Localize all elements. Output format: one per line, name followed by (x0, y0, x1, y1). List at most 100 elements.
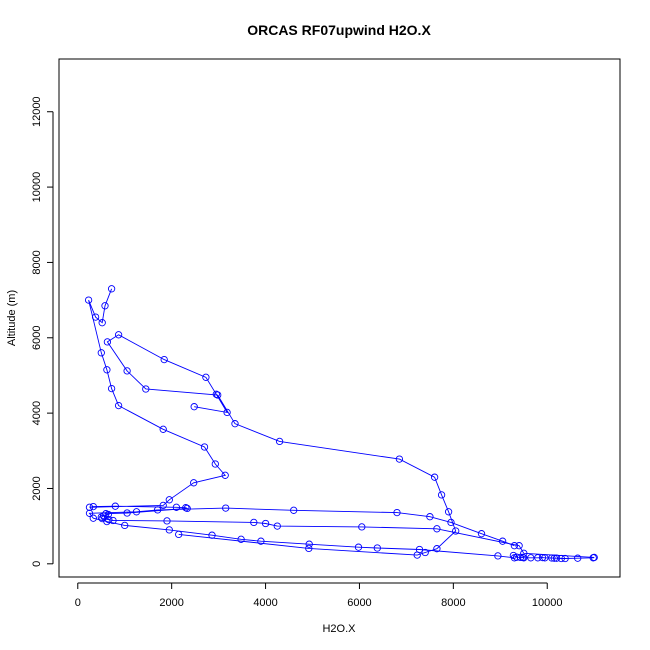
data-point (552, 554, 561, 562)
data-point (103, 366, 111, 374)
data-point (510, 554, 519, 562)
data-point (223, 408, 231, 417)
data-point (548, 554, 556, 562)
data-point (231, 420, 239, 428)
data-point (395, 455, 404, 463)
data-point (183, 504, 191, 513)
data-point (222, 504, 230, 512)
data-point (172, 503, 181, 511)
data-point (91, 313, 100, 321)
data-point (221, 471, 229, 479)
data-point (104, 510, 112, 519)
data-point (132, 508, 141, 516)
y-tick-label: 4000 (31, 401, 43, 425)
data-point (494, 552, 502, 560)
data-point (200, 443, 209, 451)
data-point (208, 531, 216, 539)
y-tick-label: 6000 (31, 326, 43, 350)
x-axis: 0 2000 4000 6000 8000 10000 (75, 582, 563, 609)
data-point (250, 518, 258, 527)
data-point (305, 540, 313, 548)
data-point (123, 509, 131, 517)
data-point (89, 514, 97, 522)
data-point (165, 526, 173, 534)
data-point (415, 545, 424, 554)
x-tick-label: 0 (75, 597, 81, 609)
data-point (84, 296, 93, 304)
data-point (275, 437, 284, 446)
data-point (237, 535, 245, 543)
data-point (290, 506, 298, 514)
data-point (437, 491, 446, 499)
data-point (114, 401, 123, 410)
data-point (261, 519, 270, 528)
data-point (190, 479, 198, 487)
data-point (159, 501, 167, 510)
x-tick-label: 10000 (532, 597, 563, 609)
data-point (430, 473, 439, 481)
data-point (273, 522, 281, 530)
data-point (447, 518, 455, 527)
data-point (305, 544, 313, 553)
data-point (159, 425, 167, 433)
data-point (142, 385, 150, 393)
data-point (202, 373, 210, 381)
data-point (101, 302, 109, 310)
data-point (182, 504, 190, 512)
data-point (452, 527, 460, 535)
data-point (373, 544, 381, 552)
data-point (498, 537, 507, 545)
data-point (107, 384, 116, 393)
data-point (527, 554, 535, 562)
data-point (123, 367, 131, 375)
data-point (160, 355, 168, 364)
data-point (589, 554, 597, 562)
data-point (354, 543, 363, 551)
data-point (212, 390, 220, 398)
x-tick-label: 8000 (441, 597, 465, 609)
x-tick-label: 4000 (253, 597, 277, 609)
data-point (107, 285, 116, 293)
series-line-3 (88, 507, 515, 559)
data-point (433, 525, 441, 533)
data-point (444, 508, 453, 516)
data-point (557, 554, 565, 563)
data-point (105, 516, 113, 524)
y-axis-label: Altitude (m) (6, 290, 18, 346)
data-point (103, 338, 112, 346)
data-point (89, 502, 97, 511)
y-tick-label: 10000 (31, 172, 43, 203)
data-point (97, 349, 105, 357)
data-point (85, 509, 94, 517)
chart-title: ORCAS RF07upwind H2O.X (247, 22, 431, 38)
data-point (550, 554, 558, 562)
data-point (165, 496, 173, 504)
data-point (393, 508, 401, 517)
data-point (358, 523, 366, 531)
y-tick-label: 12000 (31, 96, 43, 127)
data-point (214, 391, 222, 399)
data-point (121, 521, 129, 530)
y-tick-label: 2000 (31, 476, 43, 500)
x-tick-label: 6000 (347, 597, 371, 609)
plot-frame (58, 58, 621, 578)
data-point (421, 548, 429, 557)
data-point (561, 554, 569, 563)
series-layer (84, 285, 598, 563)
data-point (426, 513, 434, 521)
data-point (534, 554, 542, 562)
data-point (153, 506, 162, 514)
y-tick-label: 0 (31, 561, 43, 567)
data-point (111, 502, 119, 510)
data-point (190, 403, 198, 411)
data-point (257, 537, 265, 545)
data-point (574, 554, 582, 562)
data-point (163, 517, 171, 525)
data-point (538, 553, 547, 562)
data-point (515, 542, 523, 550)
y-tick-label: 8000 (31, 250, 43, 274)
data-point (103, 517, 111, 526)
data-point (433, 545, 441, 553)
